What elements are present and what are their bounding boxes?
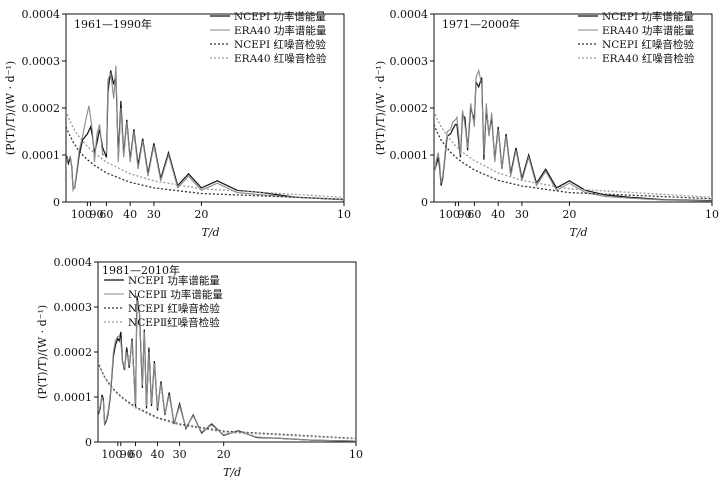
y-tick-label: 0.0003 (22, 55, 61, 68)
y-tick-label: 0.0003 (54, 301, 93, 314)
y-tick-label: 0.0001 (390, 149, 429, 162)
y-tick-label: 0.0001 (54, 391, 93, 404)
legend-entry: NCEPI 功率谱能量 (234, 10, 326, 23)
y-tick-label: 0.0002 (390, 102, 429, 115)
x-tick-label: 90 (120, 448, 134, 461)
x-tick-label: 100 (101, 448, 122, 461)
x-tick-label: 60 (99, 208, 113, 221)
panel-title: 1981—2010年 (102, 263, 180, 277)
y-tick-label: 0.0002 (22, 102, 61, 115)
x-tick-label: 60 (128, 448, 142, 461)
x-tick-label: 90 (458, 208, 472, 221)
x-axis-label: T/d (570, 226, 588, 239)
legend-entry: ERA40 红噪音检验 (602, 52, 695, 65)
x-tick-label: 40 (491, 208, 505, 221)
y-tick-label: 0.0002 (54, 346, 93, 359)
y-tick-label: 0.0004 (390, 8, 429, 21)
y-axis-label: (P(T)/T)/(W · d⁻¹) (374, 61, 387, 155)
x-tick-label: 30 (173, 448, 187, 461)
legend-entry: ERA40 功率谱能量 (602, 24, 695, 37)
x-tick-label: 100 (71, 208, 92, 221)
x-tick-label: 20 (217, 448, 231, 461)
x-tick-label: 40 (123, 208, 137, 221)
series-line-3 (434, 124, 712, 200)
legend-entry: NCEPI 功率谱能量 (128, 274, 220, 287)
y-tick-label: 0.0004 (22, 8, 61, 21)
legend-entry: NCEPI 功率谱能量 (602, 10, 694, 23)
legend-entry: NCEPI 红噪音检验 (602, 38, 694, 51)
y-axis-label: (P(T)/T)/(W · d⁻¹) (36, 305, 49, 399)
x-tick-label: 100 (439, 208, 460, 221)
y-tick-label: 0.0001 (22, 149, 61, 162)
x-tick-label: 30 (515, 208, 529, 221)
y-tick-label: 0 (85, 436, 92, 449)
legend-entry: NCEPI 红噪音检验 (128, 302, 220, 315)
x-axis-label: T/d (202, 226, 220, 239)
series-line-4 (66, 110, 344, 198)
panel-title: 1971—2000年 (442, 17, 520, 31)
x-tick-label: 20 (194, 208, 208, 221)
series-line-3 (98, 360, 356, 440)
x-tick-label: 30 (147, 208, 161, 221)
x-tick-label: 60 (467, 208, 481, 221)
y-tick-label: 0.0003 (390, 55, 429, 68)
x-tick-label: 10 (705, 208, 719, 221)
x-tick-label: 40 (151, 448, 165, 461)
x-tick-label: 10 (349, 448, 363, 461)
y-axis-label: (P(T)/T)/(W · d⁻¹) (4, 61, 17, 155)
series-line-3 (66, 126, 344, 200)
panel-title: 1961—1990年 (74, 17, 152, 31)
series-line-2 (98, 300, 356, 442)
legend-entry: ERA40 功率谱能量 (234, 24, 327, 37)
x-tick-label: 10 (337, 208, 351, 221)
x-axis-label: T/d (223, 466, 241, 479)
y-tick-label: 0.0004 (54, 256, 93, 269)
series-line-2 (434, 68, 712, 202)
x-tick-label: 20 (562, 208, 576, 221)
y-tick-label: 0 (421, 196, 428, 209)
y-tick-label: 0 (53, 196, 60, 209)
series-line-4 (434, 110, 712, 198)
series-line-4 (98, 361, 356, 440)
legend-entry: NCEPI 红噪音检验 (234, 38, 326, 51)
legend-entry: NCEPⅡ红噪音检验 (128, 316, 220, 329)
legend-entry: NCEPⅡ 功率谱能量 (128, 288, 223, 301)
x-tick-label: 90 (90, 208, 104, 221)
series-line-2 (66, 65, 344, 201)
legend-entry: ERA40 红噪音检验 (234, 52, 327, 65)
